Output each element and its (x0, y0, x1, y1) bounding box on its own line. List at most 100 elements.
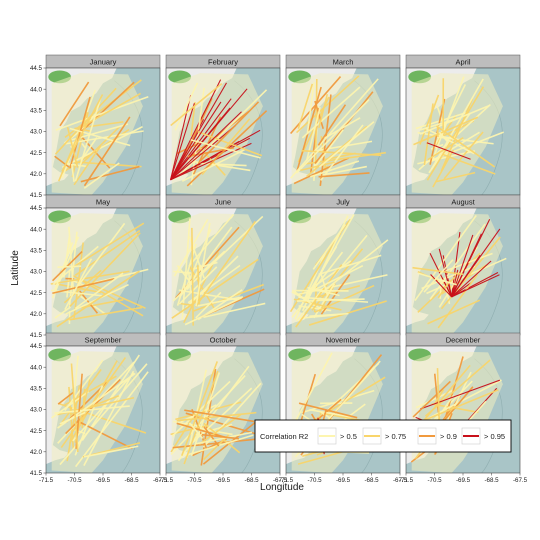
correlation-link (297, 83, 314, 129)
correlation-link (300, 161, 335, 172)
correlation-link (59, 81, 90, 127)
x-tick-label: -68.5 (484, 477, 499, 484)
correlation-link (195, 431, 253, 445)
correlation-link (451, 234, 474, 298)
correlation-link (430, 274, 453, 298)
correlation-link (298, 402, 358, 419)
panel-august: August (405, 194, 521, 336)
panel-title: November (326, 336, 361, 345)
correlation-link (69, 127, 131, 147)
panel-title: September (85, 336, 122, 345)
correlation-link (192, 413, 209, 422)
correlation-link (309, 408, 351, 418)
correlation-link (451, 274, 500, 298)
correlation-link (296, 75, 360, 134)
correlation-link (426, 86, 485, 181)
correlation-link (438, 131, 449, 143)
correlation-link (189, 110, 250, 158)
panel-september: September (45, 332, 161, 474)
correlation-link (174, 82, 199, 131)
correlation-link (310, 264, 364, 293)
panel-title: December (446, 336, 481, 345)
correlation-link (423, 259, 454, 293)
correlation-link (301, 86, 361, 139)
y-tick-label: 43.0 (30, 269, 43, 276)
panel-july: July (285, 194, 401, 336)
correlation-link (171, 258, 259, 319)
panel-title: February (208, 58, 238, 67)
correlation-link (320, 165, 367, 177)
correlation-link (170, 142, 252, 181)
correlation-link (59, 411, 86, 425)
correlation-link (308, 214, 355, 296)
y-tick-label: 41.5 (30, 332, 43, 339)
x-tick-label: -70.5 (67, 477, 82, 484)
correlation-link (424, 359, 491, 417)
correlation-link (71, 112, 89, 178)
correlation-link (306, 125, 368, 178)
correlation-link (170, 111, 242, 181)
correlation-link (83, 162, 120, 189)
y-tick-label: 44.0 (30, 364, 43, 371)
correlation-link (435, 125, 496, 168)
correlation-link (64, 79, 142, 139)
correlation-link (412, 266, 464, 276)
panel-map (46, 346, 160, 473)
correlation-link (83, 116, 131, 187)
x-tick-label: -71.5 (39, 477, 54, 484)
correlation-link (420, 389, 499, 423)
correlation-link (178, 302, 192, 307)
legend-entry-label: > 0.9 (440, 432, 457, 441)
correlation-link (438, 120, 475, 140)
correlation-link (83, 370, 135, 466)
correlation-link (430, 78, 484, 170)
correlation-link (170, 83, 223, 127)
correlation-link (56, 270, 140, 328)
correlation-link (175, 401, 242, 421)
panel-december: December (405, 332, 521, 474)
correlation-link (443, 131, 484, 180)
correlation-link (437, 274, 478, 329)
correlation-link (170, 88, 248, 181)
correlation-link (199, 101, 260, 162)
correlation-link (54, 306, 71, 319)
x-tick-label: -69.5 (216, 477, 231, 484)
correlation-link (437, 136, 494, 145)
panel-map (406, 208, 520, 335)
correlation-link (451, 260, 492, 298)
correlation-link (73, 242, 84, 321)
correlation-link (197, 296, 244, 307)
correlation-link (181, 361, 218, 456)
correlation-link (298, 296, 369, 303)
correlation-link (66, 127, 79, 168)
correlation-link (73, 145, 102, 186)
correlation-link (290, 78, 379, 179)
x-tick-label: -67.5 (393, 477, 408, 484)
correlation-link (71, 123, 129, 141)
correlation-link (417, 272, 457, 286)
correlation-link (54, 155, 70, 168)
correlation-link (197, 265, 201, 305)
x-tick-label: -69.5 (336, 477, 351, 484)
x-tick-label: -68.5 (244, 477, 259, 484)
correlation-link (61, 94, 104, 172)
panel-title: July (336, 198, 350, 207)
correlation-link (176, 422, 227, 439)
correlation-link (318, 172, 370, 178)
y-axis-title: Latitude (10, 250, 21, 286)
correlation-link (188, 264, 217, 313)
y-tick-label: 44.5 (30, 205, 43, 212)
correlation-link (57, 391, 75, 405)
panel-map (406, 346, 520, 473)
panel-map (286, 346, 400, 473)
correlation-link (423, 103, 434, 166)
correlation-link (181, 218, 191, 320)
correlation-link (310, 160, 360, 178)
panel-october: October (165, 332, 281, 474)
correlation-link (170, 95, 192, 180)
y-tick-label: 44.5 (30, 65, 43, 72)
correlation-link (176, 265, 193, 286)
correlation-link (194, 220, 256, 308)
correlation-link (72, 222, 145, 268)
